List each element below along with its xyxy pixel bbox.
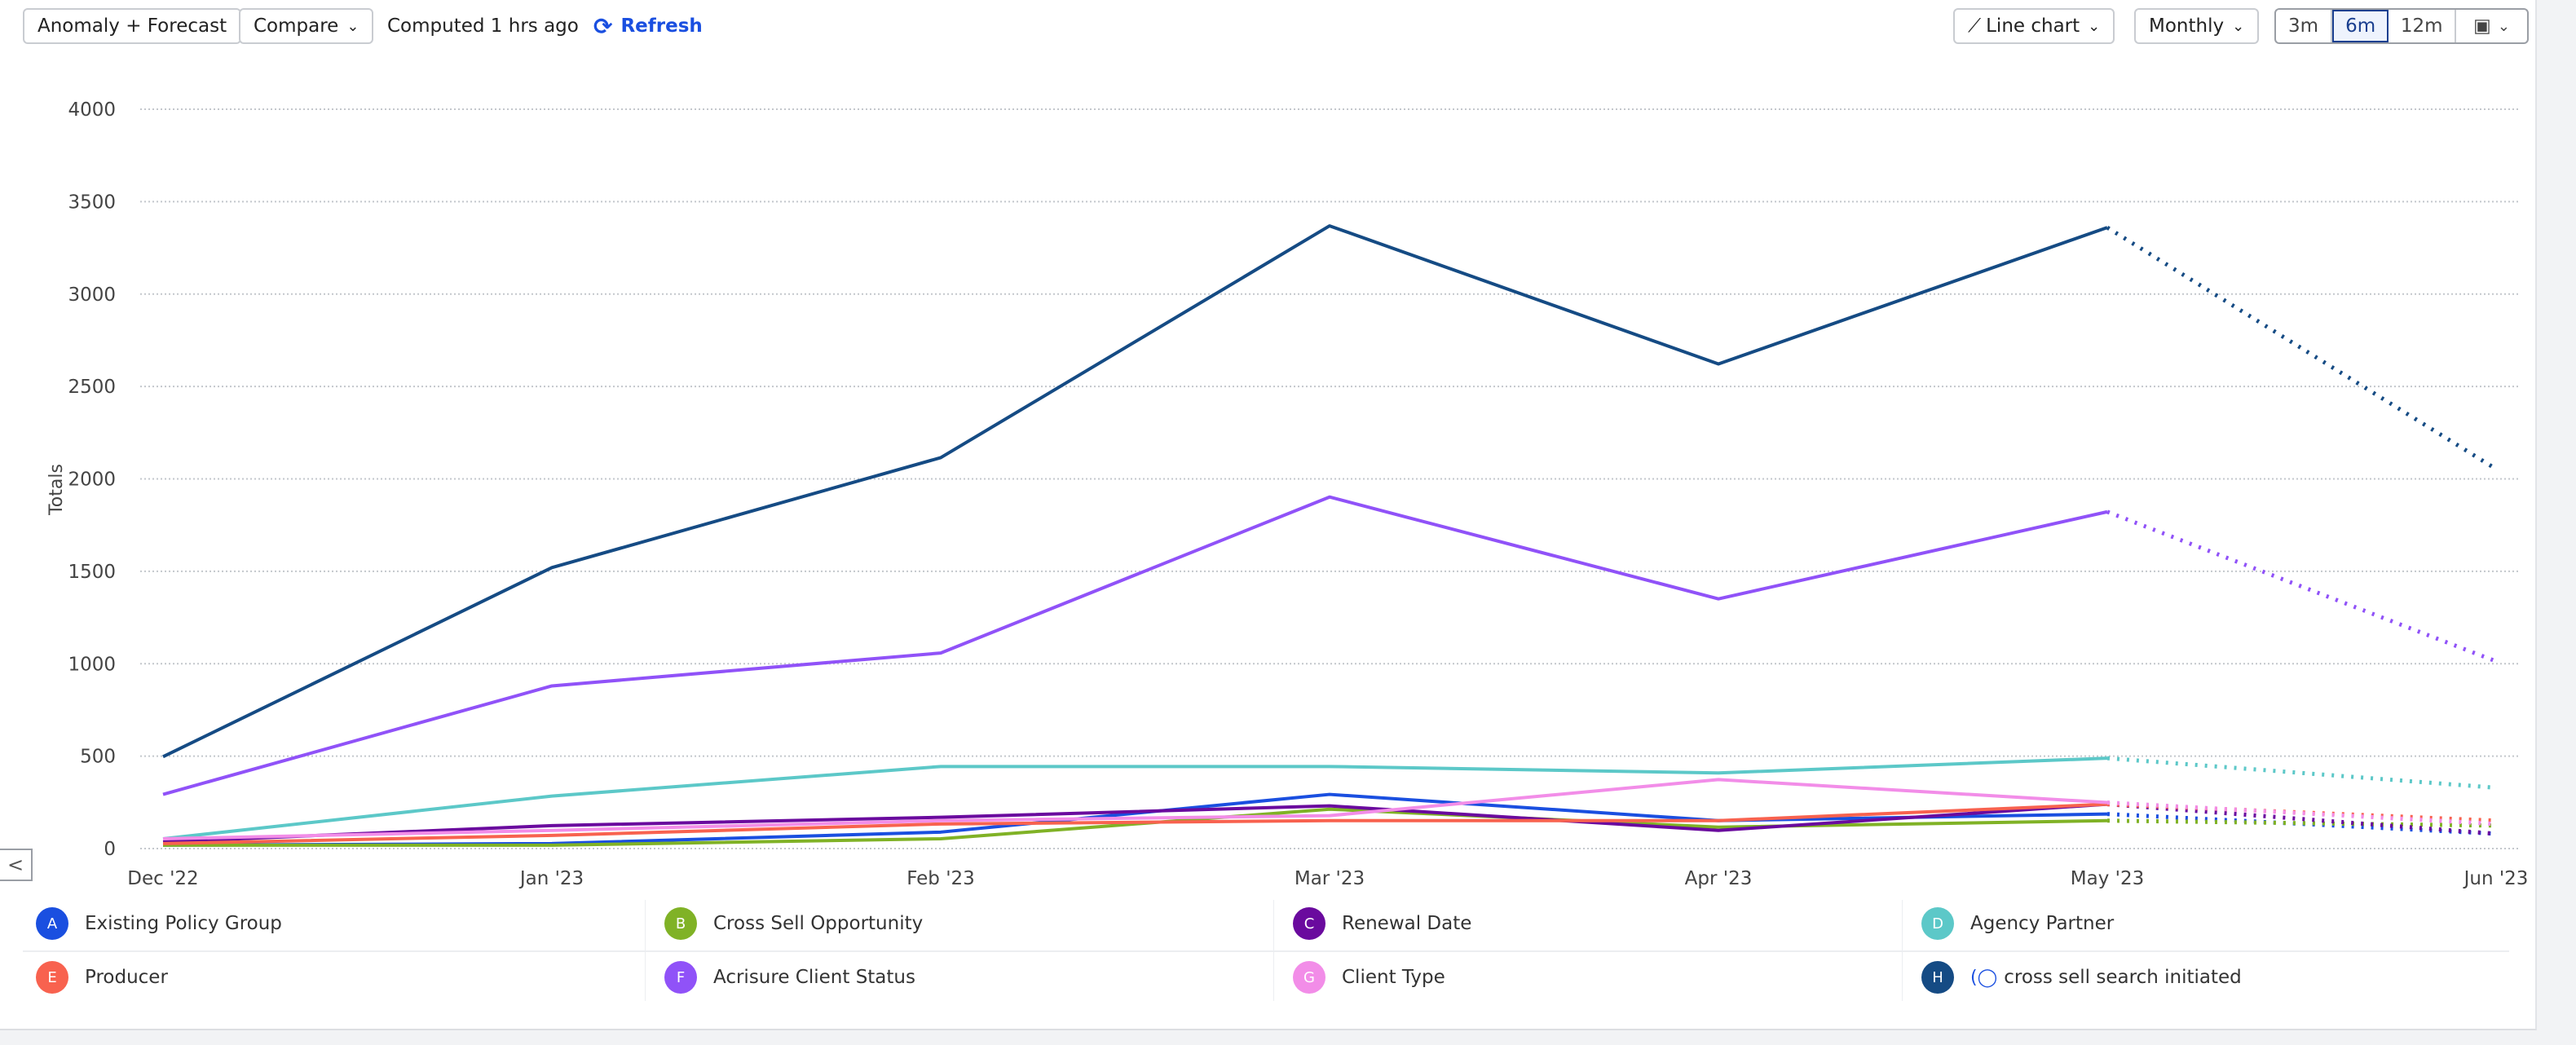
legend-label: Existing Policy Group	[85, 913, 282, 934]
legend-item[interactable]: A Existing Policy Group	[36, 897, 282, 950]
refresh-icon: ⟳	[593, 12, 613, 40]
cohort-icon: (◯	[1970, 967, 1998, 988]
x-tick-label: Dec '22	[127, 868, 198, 889]
range-selector: 3m 6m 12m ▣ ⌄	[2274, 8, 2529, 44]
chart-type-label: Line chart	[1986, 15, 2080, 37]
legend-divider	[645, 900, 646, 1001]
legend-label: Producer	[85, 967, 168, 988]
series-line-g	[162, 778, 2108, 840]
range-3m[interactable]: 3m	[2276, 10, 2333, 42]
series-letter-badge: F	[664, 961, 697, 994]
forecast-line-c	[2106, 802, 2497, 836]
legend-item[interactable]: H (◯ cross sell search initiated	[1921, 950, 2242, 1004]
legend-item[interactable]: G Client Type	[1293, 950, 1445, 1004]
y-tick-label: 1500	[68, 562, 116, 583]
legend-label: Renewal Date	[1342, 913, 1472, 934]
computed-status: Computed 1 hrs ago	[387, 15, 579, 37]
chevron-down-icon: ⌄	[2232, 17, 2245, 35]
interval-dropdown[interactable]: Monthly ⌄	[2134, 8, 2260, 44]
y-tick-label: 0	[104, 839, 116, 860]
legend: A Existing Policy Group B Cross Sell Opport…	[23, 897, 2534, 1004]
x-tick-label: Jun '23	[2463, 868, 2529, 889]
forecast-line-e	[2106, 802, 2497, 823]
series-letter-badge: G	[1293, 961, 1325, 994]
legend-divider	[1902, 900, 1903, 1001]
legend-label: Agency Partner	[1970, 913, 2115, 934]
chevron-down-icon: ⌄	[346, 17, 359, 35]
y-tick-label: 4000	[68, 99, 116, 121]
legend-row: E Producer F Acrisure Client Status G Client …	[23, 950, 2509, 1004]
y-tick-label: 3000	[68, 284, 116, 306]
toolbar: Anomaly + Forecast Compare ⌄ Computed 1 h…	[0, 0, 2535, 54]
forecast-line-g	[2106, 800, 2497, 827]
series-line-c	[162, 802, 2108, 844]
chevron-down-icon: ⌄	[2497, 17, 2510, 35]
legend-item[interactable]: E Producer	[36, 950, 168, 1004]
chevron-down-icon: ⌄	[2088, 17, 2101, 35]
series-line-f	[162, 495, 2108, 796]
series-letter-badge: H	[1921, 961, 1954, 994]
series-letter-badge: C	[1293, 907, 1325, 940]
forecast-line-f	[2106, 509, 2497, 664]
legend-item[interactable]: C Renewal Date	[1293, 897, 1471, 950]
series-line-d	[162, 756, 2108, 840]
legend-divider	[1273, 900, 1274, 1001]
legend-row: A Existing Policy Group B Cross Sell Opport…	[23, 897, 2509, 952]
line-chart-icon: ⟋	[1968, 15, 1982, 37]
series-letter-badge: D	[1921, 907, 1954, 940]
legend-label: Acrisure Client Status	[713, 967, 915, 988]
x-tick-label: Jan '23	[518, 868, 584, 889]
legend-item[interactable]: F Acrisure Client Status	[664, 950, 915, 1004]
compare-dropdown[interactable]: Compare ⌄	[239, 8, 374, 44]
legend-item[interactable]: D Agency Partner	[1921, 897, 2114, 950]
series-letter-badge: E	[36, 961, 68, 994]
chart-card: Anomaly + Forecast Compare ⌄ Computed 1 h…	[0, 0, 2537, 1030]
forecast-line-h	[2106, 225, 2498, 471]
calendar-icon: ▣	[2473, 15, 2491, 37]
interval-label: Monthly	[2149, 15, 2225, 37]
forecast-line-a	[2106, 812, 2497, 836]
series-line-e	[162, 802, 2108, 845]
series-letter-badge: B	[664, 907, 697, 940]
forecast-line-d	[2106, 756, 2497, 790]
legend-label: Client Type	[1342, 967, 1445, 988]
forecast-line-b	[2106, 818, 2497, 828]
anomaly-forecast-button[interactable]: Anomaly + Forecast	[23, 8, 242, 44]
refresh-label: Refresh	[620, 15, 703, 37]
refresh-button[interactable]: ⟳ Refresh	[593, 8, 703, 44]
y-tick-label: 2500	[68, 377, 116, 398]
series-line-h	[162, 224, 2108, 759]
series-letter-badge: A	[36, 907, 68, 940]
line-chart: 0 500 1000 1500 2000 2500 3000 3500 4000 Dec '22 J…	[68, 99, 2529, 889]
y-tick-label: 3500	[68, 192, 116, 213]
legend-item[interactable]: B Cross Sell Opportunity	[664, 897, 923, 950]
chart-type-dropdown[interactable]: ⟋ Line chart ⌄	[1953, 8, 2115, 44]
anomaly-forecast-label: Anomaly + Forecast	[37, 15, 227, 37]
y-tick-label: 1000	[68, 654, 116, 675]
x-tick-label: Feb '23	[906, 868, 975, 889]
y-tick-label: 500	[80, 747, 116, 768]
range-6m[interactable]: 6m	[2332, 10, 2389, 42]
x-tick-label: Mar '23	[1295, 868, 1365, 889]
y-tick-label: 2000	[68, 470, 116, 491]
compare-label: Compare	[254, 15, 339, 37]
collapse-panel-button[interactable]: <	[0, 849, 33, 881]
date-range-picker[interactable]: ▣ ⌄	[2456, 10, 2527, 42]
legend-label: Cross Sell Opportunity	[713, 913, 924, 934]
range-12m[interactable]: 12m	[2389, 10, 2457, 42]
legend-label: cross sell search initiated	[2004, 967, 2242, 988]
x-tick-label: May '23	[2071, 868, 2144, 889]
x-tick-label: Apr '23	[1685, 868, 1753, 889]
